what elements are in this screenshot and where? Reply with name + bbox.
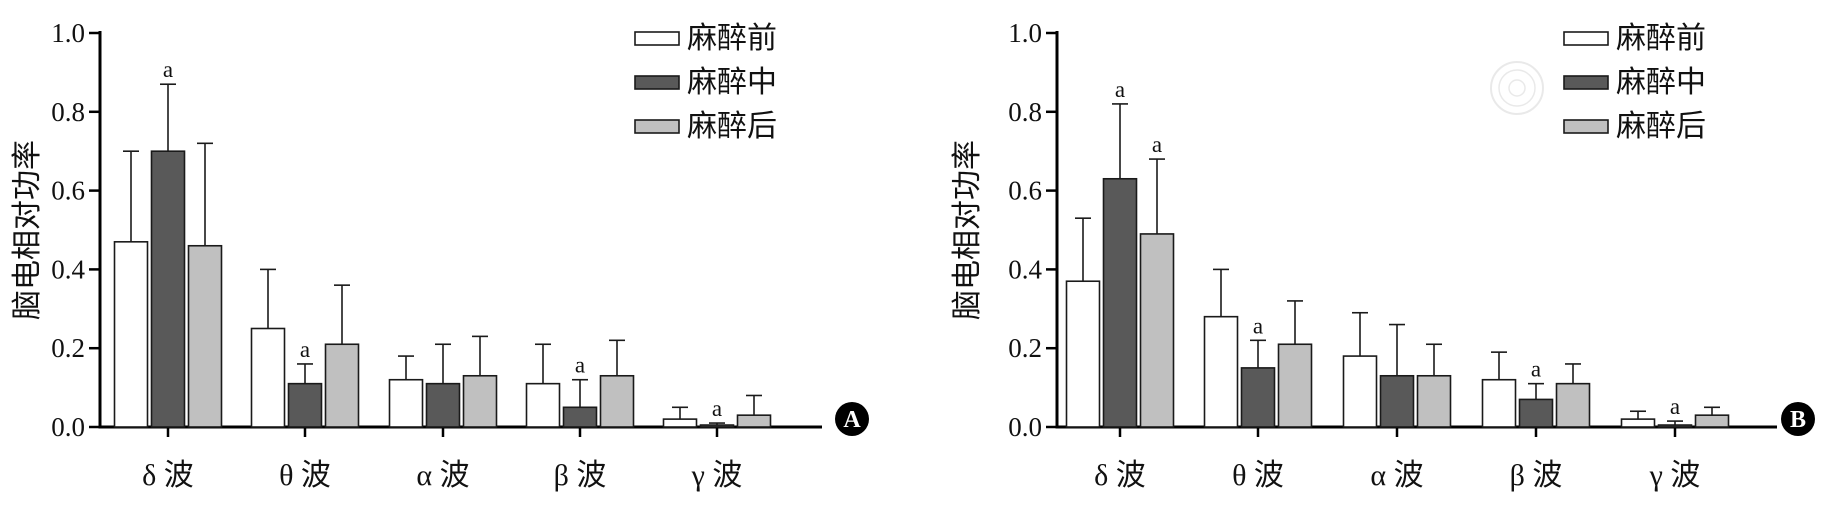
bar [1240, 367, 1276, 428]
y-tick-label: 0.4 [51, 254, 85, 284]
panel-letter-badge [835, 402, 869, 436]
chart-panel-a: 0.0 0.2 0.4 0.6 0.8 1.0 脑电相对功率 δ 波 a θ 波 a α 波 β 波 a γ… [11, 18, 869, 492]
significance-label: a [300, 337, 310, 362]
y-tick-label: 0.8 [1008, 97, 1042, 127]
bar [1481, 378, 1517, 428]
panel-letter: A [843, 407, 861, 433]
legend-label: 麻醉前 [687, 22, 777, 55]
legend-swatch [634, 119, 680, 134]
legend-swatch [1563, 75, 1609, 90]
x-category-label: β 波 [554, 459, 607, 492]
significance-label: a [1531, 357, 1541, 382]
x-category-label: δ 波 [142, 459, 194, 492]
y-tick-label: 0.8 [51, 97, 85, 127]
panel-letter: B [1790, 407, 1806, 433]
y-axis-title: 脑电相对功率 [11, 140, 44, 320]
bar [699, 424, 735, 428]
bar [1555, 382, 1591, 428]
bar [1416, 374, 1452, 428]
bar [187, 244, 223, 428]
y-tick-label: 1.0 [51, 18, 85, 48]
bar [525, 382, 561, 428]
legend-label: 麻醉前 [1616, 22, 1706, 55]
watermark-seal [1490, 61, 1544, 115]
legend-swatch [634, 75, 680, 90]
bar [562, 406, 598, 428]
bar [1277, 343, 1313, 428]
bar [1657, 424, 1693, 428]
y-tick-label: 0.6 [1008, 176, 1042, 206]
bar [250, 327, 286, 428]
significance-label: a [1152, 132, 1162, 157]
legend-swatch [1563, 119, 1609, 134]
significance-label: a [712, 396, 722, 421]
y-tick-label: 0.6 [51, 176, 85, 206]
bar [1518, 398, 1554, 428]
bar [1379, 374, 1415, 428]
legend-label: 麻醉中 [1616, 66, 1706, 99]
x-category-label: δ 波 [1094, 459, 1146, 492]
y-tick-label: 0.2 [1008, 333, 1042, 363]
x-category-label: α 波 [1370, 459, 1423, 492]
chart-panel-b: 0.0 0.2 0.4 0.6 0.8 1.0 脑电相对功率 δ 波 a a θ 波 a α 波 β 波 a… [951, 18, 1815, 492]
bar [150, 150, 186, 428]
y-axis-title: 脑电相对功率 [951, 140, 984, 320]
bar [1342, 355, 1378, 428]
significance-label: a [1253, 313, 1263, 338]
x-category-label: α 波 [416, 459, 469, 492]
significance-label: a [1670, 394, 1680, 419]
bar [1139, 233, 1175, 428]
y-tick-label: 0.4 [1008, 254, 1042, 284]
x-category-label: γ 波 [1649, 459, 1701, 492]
y-tick-label: 0.0 [51, 412, 85, 442]
legend-swatch [1563, 31, 1609, 46]
bar [599, 374, 635, 428]
bar [1694, 414, 1730, 428]
x-category-label: θ 波 [279, 459, 331, 492]
bar [1203, 315, 1239, 428]
y-tick-label: 0.0 [1008, 412, 1042, 442]
legend-swatch [634, 31, 680, 46]
bar [287, 382, 323, 428]
bar [324, 343, 360, 428]
significance-label: a [575, 353, 585, 378]
bar [662, 418, 698, 428]
bar [1065, 280, 1101, 428]
y-tick-label: 1.0 [1008, 18, 1042, 48]
y-tick-label: 0.2 [51, 333, 85, 363]
bar [1620, 418, 1656, 428]
bar [388, 378, 424, 428]
bar [425, 382, 461, 428]
x-category-label: γ 波 [691, 459, 743, 492]
bar [113, 241, 149, 428]
significance-label: a [1115, 77, 1125, 102]
legend-label: 麻醉后 [1616, 110, 1706, 143]
legend-label: 麻醉后 [687, 110, 777, 143]
legend-label: 麻醉中 [687, 66, 777, 99]
bar [462, 374, 498, 428]
bar [736, 414, 772, 428]
significance-label: a [163, 57, 173, 82]
x-category-label: θ 波 [1232, 459, 1284, 492]
x-category-label: β 波 [1510, 459, 1563, 492]
bar [1102, 177, 1138, 428]
panel-letter-badge [1781, 402, 1815, 436]
